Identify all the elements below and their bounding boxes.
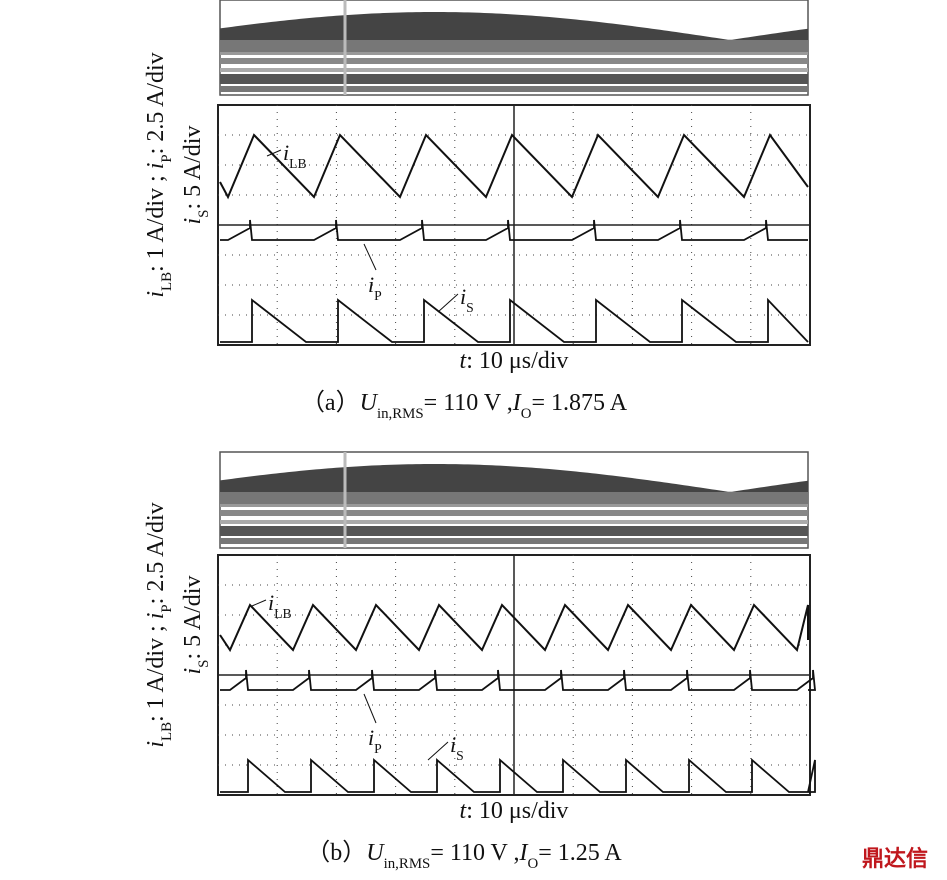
text-part: U [360, 390, 379, 416]
text-part: i [460, 284, 466, 309]
strip-band [220, 68, 808, 72]
text-part: i [283, 140, 289, 165]
caption: （a）Uin,RMS= 110 V ,IO= 1.875 A [301, 390, 628, 422]
strip-band [220, 504, 808, 507]
text-part: I [518, 840, 528, 866]
text-part: O [521, 406, 532, 422]
x-label: t: 10 μs/div [460, 798, 569, 824]
y-label-line2: iS: 5 A/div [180, 126, 212, 225]
strip-band [220, 510, 808, 516]
text-part: : 5 A/div [180, 126, 206, 210]
leader [266, 149, 282, 157]
text-part: : 1 A/div ; [143, 169, 169, 272]
leader [363, 693, 377, 724]
panel [217, 451, 816, 796]
text-part: i [143, 291, 169, 298]
text-part: i [368, 272, 374, 297]
text-part: i [143, 741, 169, 748]
waveform-is [220, 297, 809, 343]
text-part: = 110 V , [424, 390, 513, 416]
text-part: LB [159, 722, 175, 741]
watermark: 鼎达信 [862, 846, 928, 872]
text-part: S [456, 748, 464, 763]
y-label-line1: iLB: 1 A/div ; iP: 2.5 A/div [143, 502, 175, 747]
waveform-ip [220, 219, 808, 241]
x-label: t: 10 μs/div [460, 348, 569, 374]
text-part: in,RMS [377, 406, 424, 422]
strip-band [220, 58, 808, 64]
strip-band [220, 492, 808, 504]
leader [427, 741, 449, 761]
text-part: in,RMS [384, 856, 431, 872]
waveform-is [220, 758, 816, 793]
strip-envelope [220, 12, 808, 40]
text-part: i [143, 163, 169, 170]
label-lb: iLB [283, 140, 307, 171]
text-part: S [196, 210, 212, 218]
text-part: = 1.25 A [538, 840, 622, 866]
waveform-ip [220, 669, 816, 691]
text-part: : 2.5 A/div [143, 502, 169, 604]
leader [363, 243, 377, 271]
text-part: = 1.875 A [532, 390, 628, 416]
strip-band [220, 40, 808, 52]
y-label-line1: iLB: 1 A/div ; iP: 2.5 A/div [143, 52, 175, 297]
text-part: i [368, 725, 374, 750]
text-part: i [180, 218, 206, 225]
label-s: iS [460, 284, 474, 315]
text-part: i [143, 613, 169, 620]
strip-band [220, 86, 808, 92]
y-label-line2: iS: 5 A/div [180, 576, 212, 675]
text-part: i [180, 668, 206, 675]
strip-band [220, 526, 808, 536]
text-part: U [366, 840, 385, 866]
leader [437, 293, 459, 313]
text-part: : 5 A/div [180, 576, 206, 660]
text-part: : 2.5 A/div [143, 52, 169, 154]
text-part: : 10 μs/div [466, 348, 568, 374]
text-part: i [450, 732, 456, 757]
text-part: S [196, 660, 212, 668]
caption: （b）Uin,RMS= 110 V ,IO= 1.25 A [306, 840, 622, 872]
text-part: P [374, 288, 382, 303]
text-part: : 10 μs/div [466, 798, 568, 824]
waveform-ilb [219, 132, 809, 200]
text-part: I [512, 390, 522, 416]
text-part: : 1 A/div ; [143, 619, 169, 722]
label-s: iS [450, 732, 464, 763]
label-p: iP [368, 725, 382, 756]
text-part: = 110 V , [430, 840, 519, 866]
strip-band [220, 538, 808, 544]
text-part: t [460, 798, 468, 824]
text-part: （a） [301, 390, 360, 416]
strip-band [220, 74, 808, 84]
text-part: i [268, 590, 274, 615]
text-part: t [460, 348, 468, 374]
text-part: LB [159, 272, 175, 291]
text-part: LB [274, 606, 291, 621]
text-part: P [159, 604, 175, 612]
strip-envelope [220, 464, 808, 492]
panel [217, 0, 811, 346]
text-part: O [527, 856, 538, 872]
text-part: （b） [306, 840, 366, 866]
leader [251, 599, 267, 607]
text-part: LB [289, 156, 306, 171]
text-part: P [374, 741, 382, 756]
label-p: iP [368, 272, 382, 303]
text-part: S [466, 300, 474, 315]
text-part: P [159, 154, 175, 162]
strip-band [220, 520, 808, 524]
strip-band [220, 52, 808, 55]
waveform-ilb [219, 603, 809, 653]
label-lb: iLB [268, 590, 292, 621]
